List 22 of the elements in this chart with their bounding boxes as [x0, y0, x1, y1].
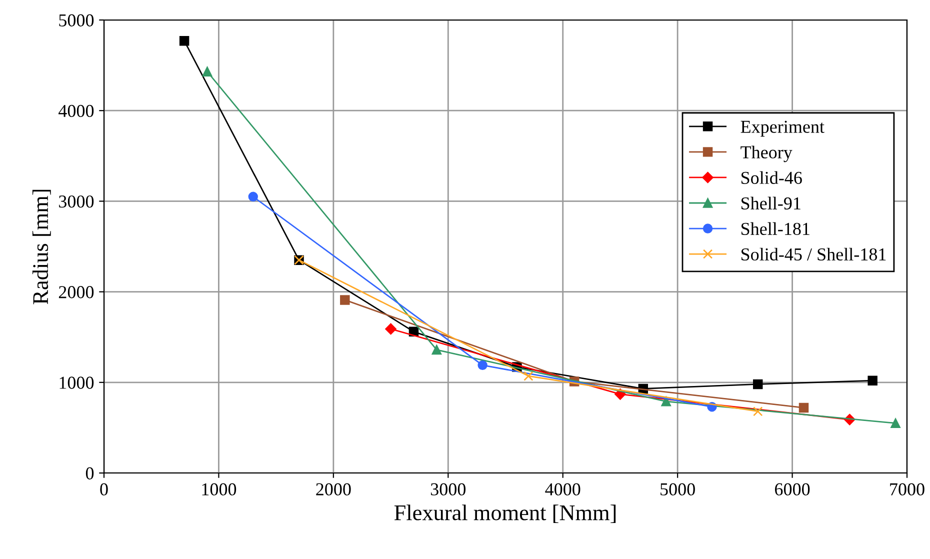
y-axis-title: Radius [mm]	[32, 190, 51, 304]
y-tick-label: 0	[86, 467, 94, 480]
x-tick-label: 3000	[430, 483, 466, 496]
x-tick-label: 7000	[890, 483, 924, 496]
y-tick-label: 5000	[59, 14, 94, 26]
x-tick-label: 5000	[660, 483, 695, 496]
x-tick-label: 2000	[316, 483, 351, 496]
y-tick-label: 2000	[58, 286, 94, 298]
legend-label: Solid-46	[741, 171, 802, 184]
legend-label: Shell-91	[741, 196, 800, 210]
x-axis-title: Flexural moment [Nmm]	[394, 504, 616, 524]
y-tick-label: 4000	[58, 104, 94, 118]
x-tick-label: 6000	[775, 483, 810, 496]
legend-label: Theory	[740, 146, 792, 162]
x-tick-label: 4000	[545, 483, 580, 496]
legend-label: Shell-181	[741, 222, 810, 236]
x-tick-label: 1000	[202, 483, 236, 496]
legend-label: Solid-45 / Shell-181	[741, 248, 886, 261]
y-tick-label: 3000	[59, 195, 94, 208]
x-tick-label: 0	[100, 483, 108, 496]
legend-label: Experiment	[740, 120, 824, 137]
y-tick-label: 1000	[60, 376, 94, 389]
